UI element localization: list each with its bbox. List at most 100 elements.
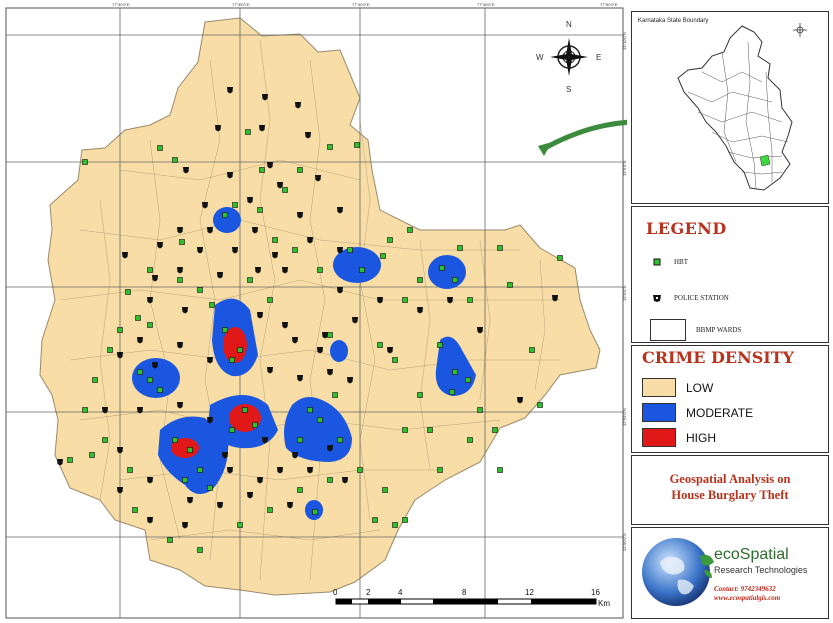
east-label: E: [596, 53, 601, 62]
police-station-marker: [177, 342, 183, 349]
police-station-marker: [337, 207, 343, 214]
map-title-line2: House Burglary Theft: [671, 488, 789, 502]
tick-label-right: 12°50'0"N: [622, 533, 627, 551]
logo-subtitle: Research Technologies: [714, 565, 808, 575]
hbt-marker: [229, 427, 235, 433]
hbt-marker: [282, 187, 288, 193]
police-station-marker: [227, 172, 233, 179]
hbt-marker: [272, 237, 278, 243]
hbt-marker: [229, 357, 235, 363]
police-station-marker: [315, 175, 321, 182]
police-station-marker: [327, 369, 333, 376]
hbt-marker: [147, 267, 153, 273]
tick-label-top: 77°50'0"E: [600, 2, 618, 7]
map-frame: 77°30'0"E 77°35'0"E 77°40'0"E 77°45'0"E …: [5, 2, 627, 619]
hbt-marker: [172, 157, 178, 163]
tick-label-right: 12°55'0"N: [622, 408, 627, 426]
hbt-marker: [297, 167, 303, 173]
legend-item-police: POLICE STATION: [650, 293, 729, 303]
crime-density-moderate: MODERATE: [642, 403, 753, 422]
police-station-marker: [337, 287, 343, 294]
globe-logo-icon: [642, 538, 714, 606]
police-station-marker: [177, 402, 183, 409]
hbt-marker: [207, 485, 213, 491]
police-station-marker: [307, 467, 313, 474]
hbt-marker: [497, 245, 503, 251]
hbt-marker: [417, 392, 423, 398]
police-station-marker: [152, 362, 158, 369]
police-station-marker: [262, 437, 268, 444]
police-station-marker: [147, 477, 153, 484]
logo-name: ecoSpatial: [714, 546, 789, 563]
police-station-marker: [102, 407, 108, 414]
police-stations: [57, 87, 558, 529]
hbt-marker: [417, 277, 423, 283]
hbt-marker: [222, 212, 228, 218]
hbt-marker: [82, 159, 88, 165]
scale-label: 16: [591, 588, 600, 597]
hbt-marker: [167, 537, 173, 543]
hbt-marker: [247, 277, 253, 283]
hbt-marker: [467, 297, 473, 303]
scale-label: 4: [398, 588, 403, 597]
legend-title: LEGEND: [646, 219, 727, 238]
hbt-marker: [292, 247, 298, 253]
police-station-marker: [259, 125, 265, 132]
police-station-marker: [232, 247, 238, 254]
legend-item-wards: BBMP WARDS: [650, 319, 741, 341]
hbt-marker: [147, 322, 153, 328]
hbt-marker: [257, 207, 263, 213]
police-station-marker: [147, 297, 153, 304]
hbt-marker: [402, 427, 408, 433]
scale-label: 0: [333, 588, 338, 597]
tick-label-top: 77°45'0"E: [477, 2, 495, 7]
west-label: W: [536, 53, 544, 62]
police-station-marker: [207, 417, 213, 424]
police-station-marker: [477, 327, 483, 334]
hbt-marker: [89, 452, 95, 458]
police-station-marker: [207, 357, 213, 364]
crime-density-high: HIGH: [642, 428, 716, 447]
hbt-marker: [237, 522, 243, 528]
police-station-marker: [255, 267, 261, 274]
police-station-marker: [137, 337, 143, 344]
hbt-marker: [317, 267, 323, 273]
hbt-marker: [377, 342, 383, 348]
hbt-marker: [402, 517, 408, 523]
police-station-marker: [322, 332, 328, 339]
police-station-marker: [307, 237, 313, 244]
hbt-marker: [125, 289, 131, 295]
hbt-marker: [467, 437, 473, 443]
hbt-marker: [197, 287, 203, 293]
hbt-marker: [407, 227, 413, 233]
crime-density-title: CRIME DENSITY: [642, 348, 795, 367]
crime-density-low: LOW: [642, 378, 713, 397]
hbt-marker: [557, 255, 563, 261]
south-label: S: [566, 85, 571, 94]
hbt-marker: [179, 239, 185, 245]
hbt-marker: [172, 437, 178, 443]
police-station-marker: [317, 347, 323, 354]
hbt-marker: [452, 277, 458, 283]
hbt-marker: [132, 507, 138, 513]
hbt-marker: [182, 477, 188, 483]
hbt-marker: [402, 297, 408, 303]
legend-panel: LEGEND HBT POLICE STATION BBMP WARDS: [631, 206, 829, 343]
legend-label: BBMP WARDS: [696, 326, 742, 334]
hbt-marker: [259, 167, 265, 173]
hbt-marker: [135, 315, 141, 321]
inset-map-panel: Karnataka State Boundary: [631, 11, 829, 204]
police-station-marker: [57, 459, 63, 466]
crime-density-label: HIGH: [686, 430, 716, 445]
hbt-marker: [465, 377, 471, 383]
police-station-marker: [342, 477, 348, 484]
hbt-marker: [67, 457, 73, 463]
hbt-marker: [380, 253, 386, 259]
hbt-marker: [117, 327, 123, 333]
police-station-marker: [287, 502, 293, 509]
police-station-marker: [337, 247, 343, 254]
hbt-marker: [392, 522, 398, 528]
hbt-marker: [372, 517, 378, 523]
hbt-marker: [297, 487, 303, 493]
police-station-marker: [152, 275, 158, 282]
